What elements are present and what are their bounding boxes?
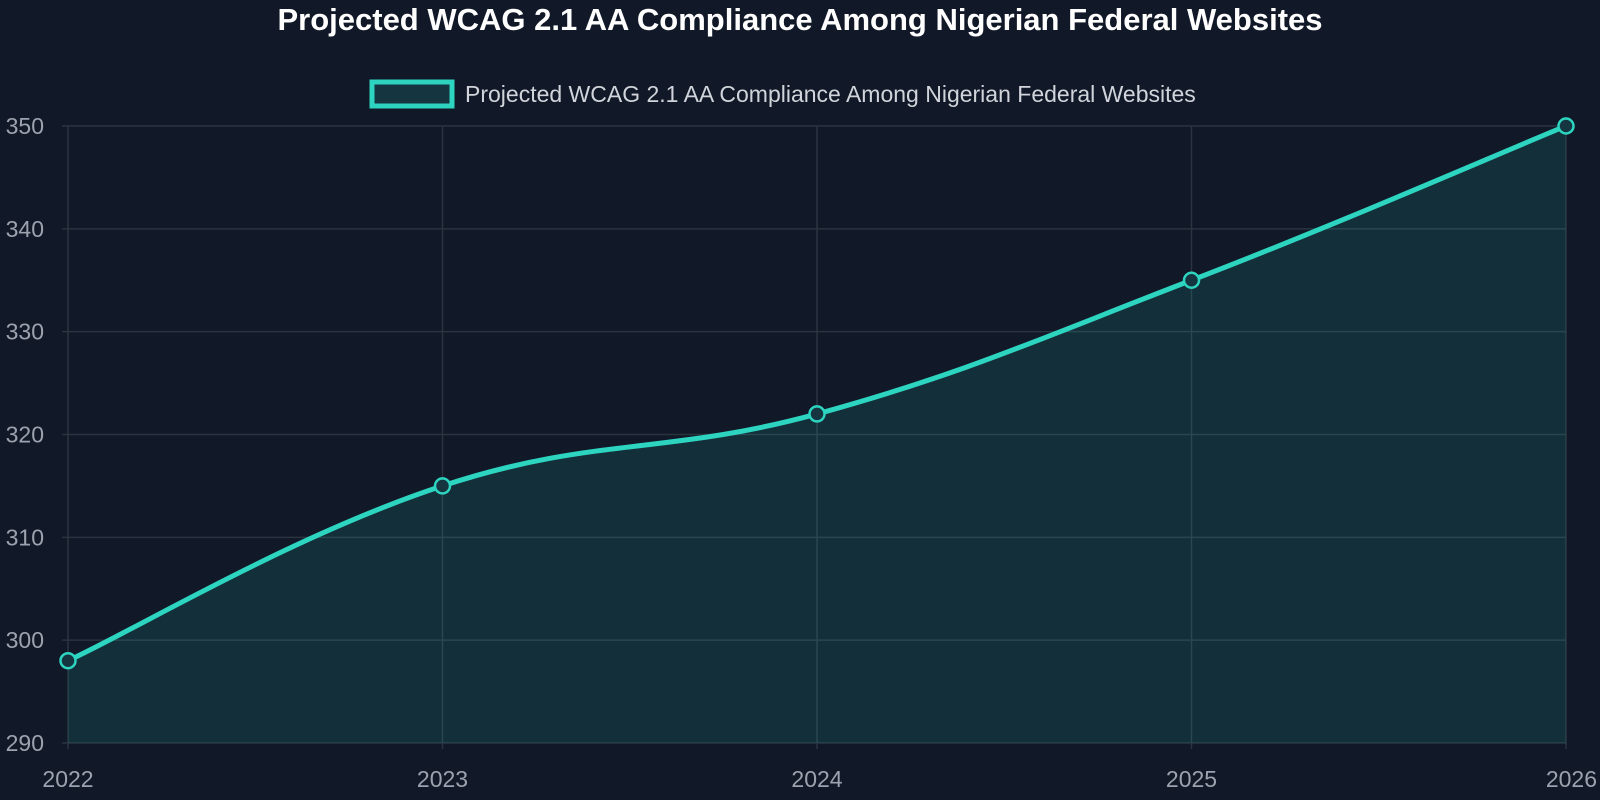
legend[interactable]: Projected WCAG 2.1 AA Compliance Among N…	[369, 79, 1196, 109]
x-tick-label: 2024	[791, 766, 842, 792]
y-tick-label: 300	[6, 627, 44, 653]
data-point-2023[interactable]	[433, 477, 452, 495]
x-axis-ticks: 2022 2023 2024 2025 2026	[42, 766, 1597, 792]
y-tick-label: 320	[6, 422, 44, 448]
x-tick-label: 2022	[42, 766, 93, 792]
x-tick-label: 2023	[417, 766, 468, 792]
x-tick-label: 2025	[1166, 766, 1217, 792]
y-tick-label: 330	[6, 319, 44, 345]
y-tick-label: 350	[6, 113, 44, 139]
data-point-2024[interactable]	[808, 405, 826, 423]
y-axis-ticks: 290 300 310 320 330 340 350	[6, 113, 44, 756]
y-tick-label: 340	[6, 216, 44, 242]
y-tick-label: 290	[6, 730, 44, 756]
data-point-2026[interactable]	[1557, 117, 1575, 135]
legend-swatch[interactable]	[369, 79, 455, 109]
points-layer	[59, 117, 1575, 670]
y-tick-label: 310	[6, 524, 44, 550]
chart-title: Projected WCAG 2.1 AA Compliance Among N…	[277, 2, 1322, 37]
data-point-2022[interactable]	[59, 651, 77, 670]
x-tick-label: 2026	[1546, 766, 1597, 792]
data-point-2025[interactable]	[1182, 271, 1201, 289]
legend-label[interactable]: Projected WCAG 2.1 AA Compliance Among N…	[465, 81, 1196, 107]
